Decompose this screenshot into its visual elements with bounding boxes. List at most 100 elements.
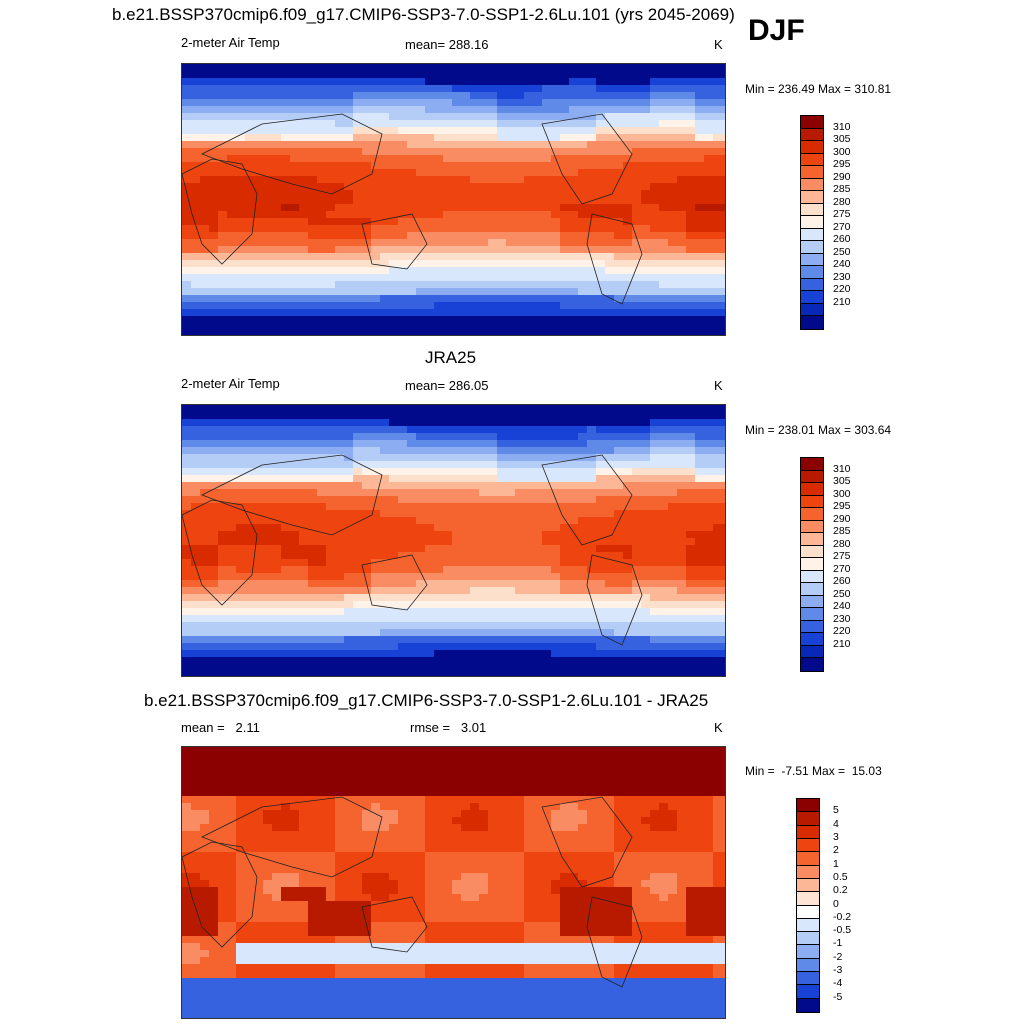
colorbar-swatch <box>797 945 819 959</box>
colorbar-tick-label: -5 <box>833 990 843 1003</box>
colorbar-swatch <box>797 852 819 866</box>
colorbar-swatch <box>801 116 823 129</box>
colorbar-tick-label: 305 <box>833 475 851 488</box>
colorbar-swatch <box>801 128 823 142</box>
panel2-units-label: K <box>714 378 723 393</box>
colorbar-tick-label: 220 <box>833 283 851 296</box>
colorbar-tick-label: 310 <box>833 462 851 475</box>
panel3-units-label: K <box>714 720 723 735</box>
colorbar-swatch <box>801 166 823 179</box>
colorbar-tick-label: 250 <box>833 245 851 258</box>
panel3-minmax-label: Min = -7.51 Max = 15.03 <box>745 764 882 778</box>
colorbar-tick-label: 250 <box>833 587 851 600</box>
colorbar-swatch <box>797 985 819 999</box>
colorbar-tick-label: 280 <box>833 537 851 550</box>
colorbar-tick-label: 3 <box>833 830 839 843</box>
colorbar-tick-label: 1 <box>833 857 839 870</box>
colorbar-swatch <box>797 838 819 853</box>
colorbar-swatch <box>797 905 819 919</box>
colorbar-tick-label: -0.2 <box>833 910 852 923</box>
colorbar-swatch <box>801 291 823 304</box>
colorbar-swatch <box>801 570 823 584</box>
colorbar-swatch <box>797 865 819 879</box>
colorbar-tick-label: 295 <box>833 500 851 513</box>
panel1-variable-label: 2-meter Air Temp <box>181 35 280 50</box>
colorbar-swatch <box>801 458 823 471</box>
colorbar-swatch <box>801 266 823 279</box>
colorbar-swatch <box>801 216 823 229</box>
panel1-units-label: K <box>714 37 723 52</box>
colorbar-swatch <box>801 303 823 317</box>
colorbar-swatch <box>801 153 823 167</box>
colorbar-tick-label: 2 <box>833 844 839 857</box>
colorbar-swatch <box>801 495 823 509</box>
colorbar-tick-label: -2 <box>833 950 843 963</box>
colorbar-swatch <box>801 608 823 621</box>
colorbar-tick-label: 280 <box>833 195 851 208</box>
colorbar-tick-label: 0 <box>833 897 839 910</box>
colorbar-tick-label: 0.2 <box>833 884 848 897</box>
colorbar-tick-label: -0.5 <box>833 924 852 937</box>
colorbar-swatch <box>801 620 823 634</box>
colorbar-swatch <box>801 253 823 267</box>
colorbar-tick-label: 310 <box>833 120 851 133</box>
panel3-mean-label: mean = 2.11 <box>181 720 260 735</box>
colorbar-swatch <box>801 178 823 192</box>
colorbar-tick-label: 260 <box>833 575 851 588</box>
season-label: DJF <box>748 14 805 47</box>
colorbar-swatch <box>801 141 823 154</box>
colorbar-tick-label: 300 <box>833 145 851 158</box>
colorbar-swatch <box>797 892 819 906</box>
colorbar-swatch <box>797 998 819 1012</box>
colorbar-swatch <box>797 825 819 839</box>
panel2-variable-label: 2-meter Air Temp <box>181 376 280 391</box>
colorbar-tick-label: 270 <box>833 562 851 575</box>
colorbar-swatch <box>801 633 823 646</box>
colorbar-swatch <box>801 533 823 546</box>
colorbar-tick-label: 210 <box>833 295 851 308</box>
panel3-colorbar <box>796 798 820 1013</box>
colorbar-swatch <box>801 241 823 254</box>
colorbar-tick-label: 260 <box>833 233 851 246</box>
colorbar-swatch <box>797 918 819 933</box>
colorbar-tick-label: 240 <box>833 600 851 613</box>
panel2-map <box>181 404 726 677</box>
colorbar-tick-label: -3 <box>833 964 843 977</box>
colorbar-tick-label: 0.5 <box>833 870 848 883</box>
panel2-mean-label: mean= 286.05 <box>405 378 489 393</box>
colorbar-swatch <box>801 645 823 659</box>
colorbar-swatch <box>797 812 819 826</box>
colorbar-tick-label: -4 <box>833 977 843 990</box>
panel1-mean-label: mean= 288.16 <box>405 37 489 52</box>
panel2-colorbar <box>800 457 824 672</box>
colorbar-tick-label: 270 <box>833 220 851 233</box>
panel1-minmax-label: Min = 236.49 Max = 310.81 <box>745 82 892 96</box>
colorbar-tick-label: 220 <box>833 625 851 638</box>
colorbar-tick-label: 275 <box>833 208 851 221</box>
colorbar-swatch <box>801 483 823 496</box>
colorbar-swatch <box>801 545 823 559</box>
panel3-map <box>181 746 726 1019</box>
panel1-title: b.e21.BSSP370cmip6.f09_g17.CMIP6-SSP3-7.… <box>112 5 735 24</box>
colorbar-swatch <box>801 595 823 609</box>
colorbar-swatch <box>797 972 819 986</box>
colorbar-tick-label: 5 <box>833 804 839 817</box>
colorbar-swatch <box>801 278 823 292</box>
colorbar-swatch <box>801 228 823 242</box>
colorbar-swatch <box>801 316 823 329</box>
colorbar-tick-label: 275 <box>833 550 851 563</box>
colorbar-tick-label: 290 <box>833 512 851 525</box>
panel3-rmse-label: rmse = 3.01 <box>410 720 487 735</box>
colorbar-tick-label: -1 <box>833 937 843 950</box>
colorbar-swatch <box>801 508 823 521</box>
colorbar-tick-label: 285 <box>833 183 851 196</box>
colorbar-tick-label: 230 <box>833 270 851 283</box>
panel1-map <box>181 63 726 336</box>
panel1-colorbar <box>800 115 824 330</box>
colorbar-swatch <box>801 558 823 571</box>
colorbar-tick-label: 290 <box>833 170 851 183</box>
colorbar-swatch <box>797 878 819 893</box>
colorbar-swatch <box>801 583 823 596</box>
colorbar-swatch <box>797 958 819 973</box>
colorbar-swatch <box>801 191 823 204</box>
